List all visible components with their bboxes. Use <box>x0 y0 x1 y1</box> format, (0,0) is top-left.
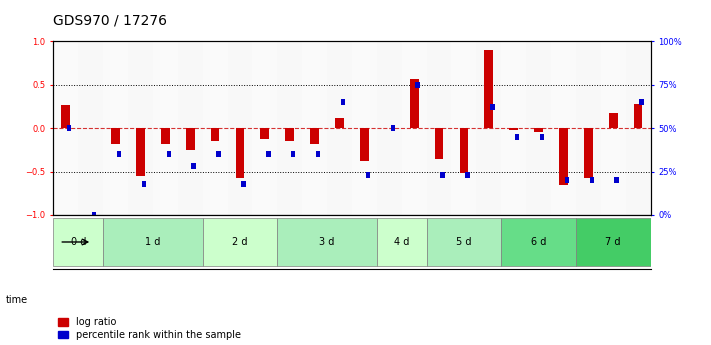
Bar <box>78 41 103 215</box>
Bar <box>415 82 420 88</box>
Bar <box>277 218 377 266</box>
Legend: log ratio, percentile rank within the sample: log ratio, percentile rank within the sa… <box>58 317 241 340</box>
Bar <box>316 151 321 157</box>
Bar <box>153 41 178 215</box>
Bar <box>402 41 427 215</box>
Bar <box>484 50 493 128</box>
Bar <box>584 128 593 178</box>
Bar <box>501 218 576 266</box>
Bar <box>228 41 252 215</box>
Bar <box>410 79 419 128</box>
Bar <box>551 41 576 215</box>
Bar <box>92 212 97 218</box>
Bar <box>136 128 145 176</box>
Bar <box>260 128 269 139</box>
Bar <box>291 151 296 157</box>
Bar <box>576 218 651 266</box>
Text: 3 d: 3 d <box>319 237 335 247</box>
Bar <box>161 128 170 144</box>
Bar <box>277 41 302 215</box>
Bar <box>216 151 221 157</box>
Bar <box>509 128 518 130</box>
Bar <box>53 218 103 266</box>
Bar <box>540 134 545 140</box>
Bar <box>601 41 626 215</box>
Bar <box>310 128 319 144</box>
Bar <box>390 125 395 131</box>
Bar <box>440 172 445 178</box>
Bar <box>302 41 327 215</box>
Bar <box>252 41 277 215</box>
Bar <box>476 41 501 215</box>
Bar <box>203 41 228 215</box>
Bar <box>178 41 203 215</box>
Bar <box>285 128 294 141</box>
Text: 7 d: 7 d <box>606 237 621 247</box>
Bar <box>427 218 501 266</box>
Text: 0 d: 0 d <box>70 237 86 247</box>
Bar <box>534 128 543 131</box>
Bar <box>626 41 651 215</box>
Bar <box>434 128 444 158</box>
Bar <box>490 104 495 110</box>
Bar <box>614 177 619 183</box>
Bar <box>377 41 402 215</box>
Bar <box>266 151 271 157</box>
Bar <box>609 112 618 128</box>
Bar <box>465 172 470 178</box>
Bar <box>515 134 520 140</box>
Bar <box>565 177 570 183</box>
Bar <box>576 41 601 215</box>
Text: 4 d: 4 d <box>394 237 410 247</box>
Text: 2 d: 2 d <box>232 237 247 247</box>
Bar <box>191 163 196 169</box>
Bar <box>327 41 352 215</box>
Bar <box>501 41 526 215</box>
Text: 6 d: 6 d <box>531 237 546 247</box>
Bar <box>141 181 146 187</box>
Bar <box>526 41 551 215</box>
Bar <box>589 177 594 183</box>
Bar <box>53 41 78 215</box>
Bar <box>427 41 451 215</box>
Bar <box>352 41 377 215</box>
Bar <box>360 128 369 161</box>
Bar <box>377 218 427 266</box>
Bar <box>117 151 122 157</box>
Bar <box>459 128 469 173</box>
Text: 1 d: 1 d <box>145 237 161 247</box>
Bar <box>451 41 476 215</box>
Bar <box>128 41 153 215</box>
Bar <box>210 128 220 141</box>
Bar <box>111 128 120 144</box>
Bar <box>235 128 245 178</box>
Bar <box>365 172 370 178</box>
Bar <box>67 125 72 131</box>
Bar <box>634 104 643 128</box>
Bar <box>186 128 195 150</box>
Bar <box>241 181 246 187</box>
Bar <box>166 151 171 157</box>
Bar <box>61 105 70 128</box>
Bar <box>103 41 128 215</box>
Bar <box>639 99 644 105</box>
Bar <box>559 128 568 185</box>
Text: time: time <box>6 295 28 305</box>
Bar <box>103 218 203 266</box>
Bar <box>335 118 344 128</box>
Text: 5 d: 5 d <box>456 237 471 247</box>
Bar <box>341 99 346 105</box>
Bar <box>203 218 277 266</box>
Text: GDS970 / 17276: GDS970 / 17276 <box>53 13 167 28</box>
